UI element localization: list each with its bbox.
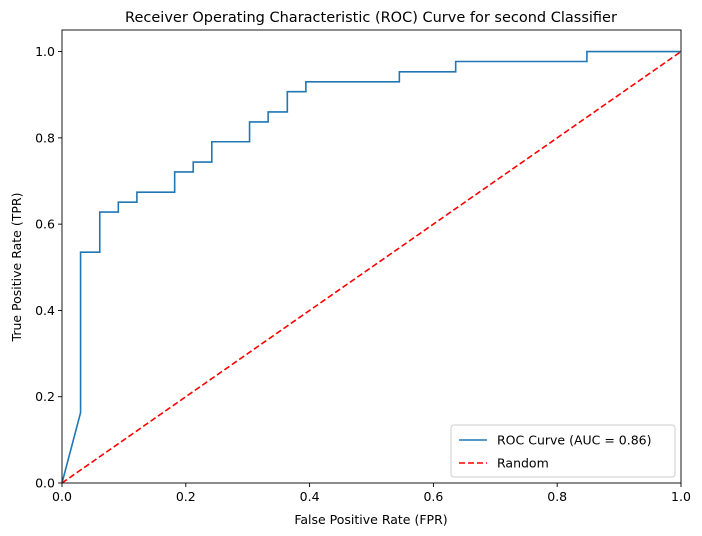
random-baseline-line: [61, 50, 682, 484]
legend-box: [450, 424, 676, 478]
plot-area: 0.0 0.2 0.4 0.6 0.8 1.0 0.0 0.2 0.4 0.6 0.8 1.0 ROC …: [35, 29, 691, 504]
y-tick-label: 0.0: [35, 476, 55, 491]
x-tick-label: 0.4: [300, 489, 320, 504]
legend-entry-label: Random: [497, 456, 549, 471]
roc-curve-line: [61, 50, 681, 484]
legend: ROC Curve (AUC = 0.86) Random: [450, 424, 676, 478]
x-tick-label: 1.0: [671, 489, 691, 504]
x-tick-label: 0.6: [423, 489, 443, 504]
legend-entry-label: ROC Curve (AUC = 0.86): [497, 433, 652, 448]
chart-title: Receiver Operating Characteristic (ROC) …: [125, 10, 617, 26]
x-tick-label: 0.8: [547, 489, 567, 504]
x-axis-label: False Positive Rate (FPR): [294, 512, 447, 527]
x-tick-label: 0.0: [52, 489, 72, 504]
y-tick-label: 0.8: [35, 130, 55, 145]
y-tick-label: 0.4: [35, 303, 55, 318]
y-tick-label: 0.6: [35, 217, 55, 232]
x-tick-label: 0.2: [176, 489, 196, 504]
y-tick-label: 1.0: [35, 44, 55, 59]
axes-frame: [61, 29, 682, 484]
y-axis-label: True Positive Rate (TPR): [9, 193, 24, 343]
y-tick-label: 0.2: [35, 389, 55, 404]
